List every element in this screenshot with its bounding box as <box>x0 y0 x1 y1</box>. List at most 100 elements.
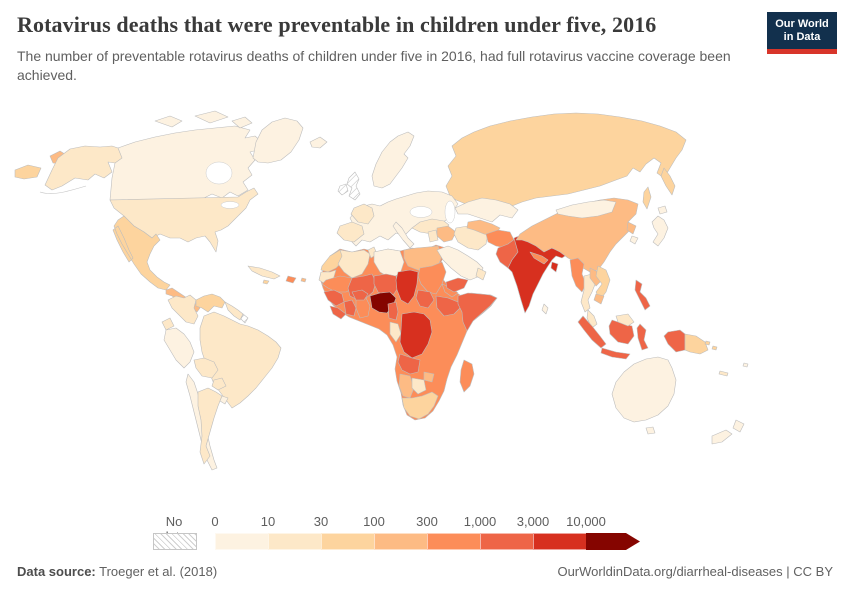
country-argentina[interactable] <box>197 387 223 465</box>
country-united-kingdom[interactable] <box>346 171 361 201</box>
country-guyana-suriname[interactable] <box>224 301 244 321</box>
country-russia-west-edge[interactable] <box>14 164 42 180</box>
country-angola[interactable] <box>397 353 421 375</box>
country-colombia[interactable] <box>167 294 199 325</box>
country-chad[interactable] <box>395 269 419 305</box>
country-canada[interactable] <box>109 125 263 201</box>
country-cote-divoire[interactable] <box>343 299 357 317</box>
country-mauritania[interactable] <box>321 275 355 293</box>
country-borneo-malaysia[interactable] <box>615 313 635 327</box>
country-russia-sakhalin[interactable] <box>642 186 652 210</box>
country-mexico[interactable] <box>112 215 171 291</box>
legend-segment-100-300[interactable] <box>374 533 427 550</box>
country-french-guiana[interactable] <box>240 313 249 324</box>
country-kazakhstan[interactable] <box>454 197 519 223</box>
country-fiji[interactable] <box>742 362 749 368</box>
country-botswana[interactable] <box>411 377 427 395</box>
country-ghana[interactable] <box>355 297 371 319</box>
country-cuba[interactable] <box>247 265 281 280</box>
country-bolivia[interactable] <box>193 357 219 379</box>
legend-segment-0-10[interactable] <box>215 533 268 550</box>
country-niger[interactable] <box>373 273 400 297</box>
country-mongolia[interactable] <box>555 199 617 219</box>
legend-tick-label: 100 <box>363 514 385 529</box>
legend-tick-label: 1,000 <box>463 514 497 529</box>
country-sierra-leone[interactable] <box>329 305 347 320</box>
country-gabon-congo[interactable] <box>389 321 402 343</box>
country-russia[interactable] <box>445 112 687 207</box>
chart-footer: Data source: Troeger et al. (2018) OurWo… <box>17 564 833 579</box>
license-note[interactable]: OurWorldinData.org/diarrheal-diseases | … <box>557 564 833 579</box>
country-syria-jordan[interactable] <box>427 229 439 243</box>
data-source-text: Troeger et al. (2018) <box>95 564 218 579</box>
country-sri-lanka[interactable] <box>541 303 549 315</box>
country-zimbabwe[interactable] <box>423 371 435 383</box>
country-nepal[interactable] <box>529 251 549 265</box>
legend-segment-10,000+[interactable] <box>586 533 640 550</box>
country-russia-kamchatka[interactable] <box>660 167 676 196</box>
country-australia[interactable] <box>611 356 677 435</box>
country-philippines[interactable] <box>634 279 651 311</box>
country-new-zealand[interactable] <box>711 419 745 445</box>
country-hispaniola[interactable] <box>285 275 297 284</box>
country-algeria[interactable] <box>337 249 371 279</box>
chart-header: Rotavirus deaths that were preventable i… <box>17 12 757 85</box>
legend-color-bar[interactable] <box>215 533 640 550</box>
country-indonesia-java[interactable] <box>600 347 631 360</box>
country-france[interactable] <box>350 203 375 225</box>
country-venezuela[interactable] <box>195 293 226 313</box>
country-indonesia-sulawesi[interactable] <box>636 323 649 351</box>
inland-seas <box>205 161 456 224</box>
country-ethiopia[interactable] <box>435 295 463 317</box>
country-scandinavia[interactable] <box>371 131 415 189</box>
country-new-caledonia[interactable] <box>718 370 729 377</box>
country-canada-arctic-2[interactable] <box>194 110 229 124</box>
country-iraq[interactable] <box>436 225 457 243</box>
legend-segment-3,000-10,000[interactable] <box>533 533 586 550</box>
country-paraguay[interactable] <box>211 377 227 391</box>
country-south-korea[interactable] <box>629 235 639 245</box>
country-sudan[interactable] <box>417 261 447 295</box>
country-italy[interactable] <box>392 221 415 249</box>
legend-no-data-swatch[interactable] <box>153 533 197 550</box>
country-papua-new-guinea[interactable] <box>684 333 709 355</box>
country-peru[interactable] <box>163 327 195 369</box>
country-jamaica[interactable] <box>262 279 270 285</box>
country-japan[interactable] <box>651 205 669 247</box>
country-burkina-faso[interactable] <box>351 289 369 301</box>
country-ireland[interactable] <box>337 183 349 196</box>
legend-segment-300-1,000[interactable] <box>427 533 480 550</box>
country-canada-arctic-1[interactable] <box>154 115 183 128</box>
country-cameroon[interactable] <box>387 301 399 321</box>
legend-segment-10-30[interactable] <box>268 533 321 550</box>
country-iberia[interactable] <box>336 221 365 243</box>
country-indonesia-sumatra[interactable] <box>577 315 607 349</box>
country-iceland[interactable] <box>309 136 328 149</box>
legend-segment-1,000-3,000[interactable] <box>480 533 533 550</box>
country-solomon-islands[interactable] <box>704 340 718 351</box>
aleutian-islands <box>39 185 87 194</box>
country-dr-congo[interactable] <box>399 311 433 359</box>
country-indonesia-papua[interactable] <box>663 329 686 353</box>
legend-tick-label: 3,000 <box>516 514 550 529</box>
country-north-korea[interactable] <box>626 221 637 235</box>
legend-segment-30-100[interactable] <box>321 533 374 550</box>
country-uruguay[interactable] <box>219 395 229 405</box>
country-bangladesh[interactable] <box>550 261 559 273</box>
country-cambodia[interactable] <box>593 293 605 305</box>
country-puerto-rico[interactable] <box>300 277 307 283</box>
country-south-africa[interactable] <box>401 391 439 420</box>
country-oman[interactable] <box>475 267 487 281</box>
country-malaysia[interactable] <box>586 309 598 329</box>
country-greenland[interactable] <box>252 117 304 164</box>
country-south-sudan[interactable] <box>415 289 435 309</box>
country-somalia[interactable] <box>457 292 498 332</box>
legend-tick-label: 10 <box>260 514 276 529</box>
chart-subtitle: The number of preventable rotavirus deat… <box>17 48 731 83</box>
country-canada-arctic-3[interactable] <box>231 116 253 129</box>
country-yemen[interactable] <box>445 277 469 293</box>
country-madagascar[interactable] <box>459 359 475 393</box>
owid-logo[interactable]: Our World in Data <box>767 12 837 54</box>
country-ecuador[interactable] <box>161 317 175 331</box>
